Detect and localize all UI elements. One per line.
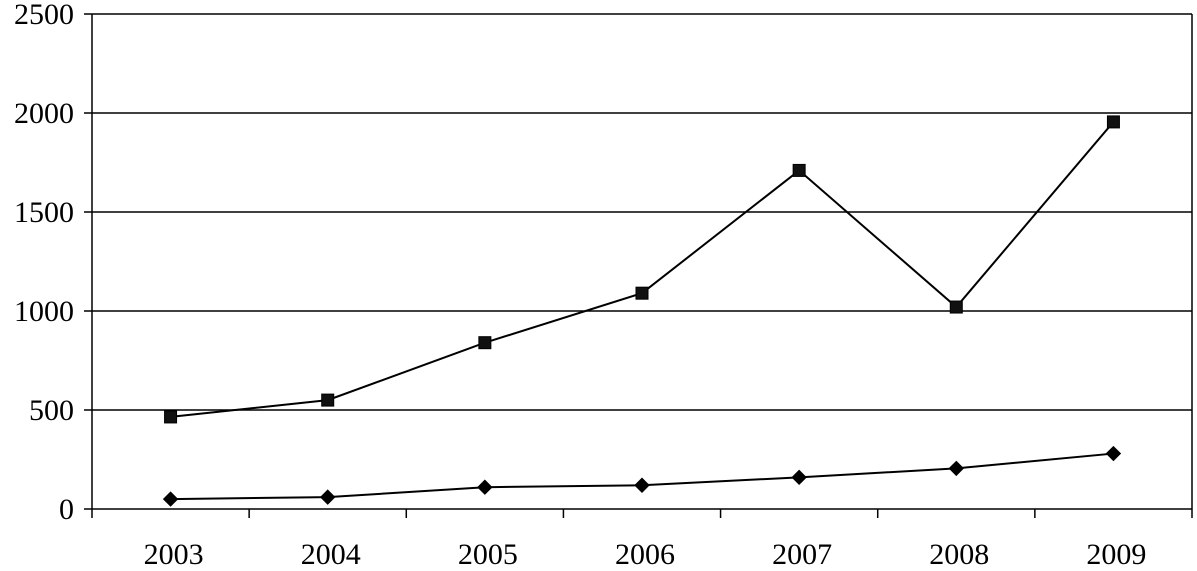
diamond-point — [634, 477, 650, 493]
x-tick-label: 2007 — [772, 538, 832, 571]
series-line — [170, 121, 1115, 418]
square-point — [321, 393, 335, 407]
x-tick-label: 2005 — [458, 538, 518, 571]
gridlines — [92, 13, 1192, 411]
diamond-point — [162, 491, 179, 507]
x-tick-label: 2009 — [1086, 538, 1146, 571]
diamond-point — [791, 469, 807, 486]
y-tick-label: 2500 — [14, 0, 74, 31]
y-tick-label: 2000 — [14, 97, 74, 130]
diamond-point — [477, 479, 493, 495]
series-1-square — [164, 115, 1120, 424]
series-2-diamond — [162, 445, 1122, 507]
x-tick-label: 2008 — [929, 538, 989, 571]
square-point — [635, 286, 649, 300]
y-tick-label: 500 — [29, 394, 74, 427]
square-point — [1106, 115, 1120, 129]
square-point — [949, 300, 963, 314]
y-tick-labels: 0 500 1000 1500 2000 2500 — [14, 0, 74, 526]
y-tick-label: 1000 — [14, 295, 74, 328]
square-point — [164, 410, 178, 424]
y-tick-label: 0 — [59, 493, 74, 526]
series — [162, 115, 1122, 507]
square-point — [478, 336, 492, 350]
x-tick-label: 2003 — [144, 538, 204, 571]
diamond-point — [320, 489, 336, 505]
y-tick-label: 1500 — [14, 196, 74, 229]
x-tick-labels: 2003 2004 2005 2006 2007 2008 2009 — [144, 538, 1147, 571]
diamond-point — [1105, 445, 1122, 462]
axes — [84, 13, 1193, 518]
x-tick-label: 2006 — [615, 538, 675, 571]
diamond-point — [948, 460, 964, 477]
x-tick-label: 2004 — [301, 538, 361, 571]
square-point — [792, 163, 806, 177]
